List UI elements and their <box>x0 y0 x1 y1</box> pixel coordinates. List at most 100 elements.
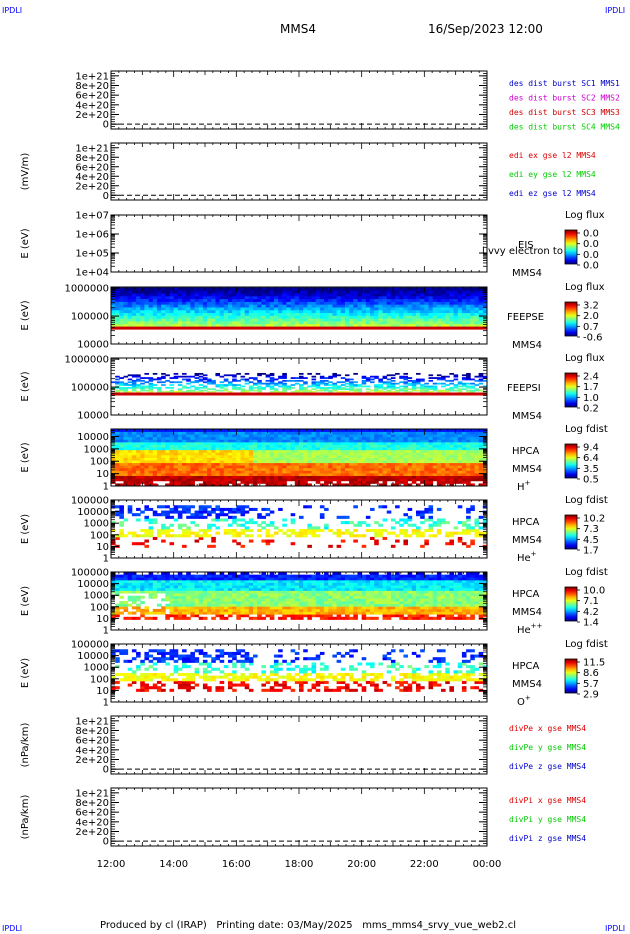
heat-cell <box>319 309 325 314</box>
species-charge: + <box>525 479 531 487</box>
heat-cell <box>470 470 475 474</box>
heat-cell <box>336 374 342 377</box>
heat-cell <box>182 375 187 378</box>
heat-cell <box>236 321 241 325</box>
heat-cell <box>198 449 204 453</box>
heat-cell <box>144 465 149 469</box>
heat-cell <box>173 381 179 384</box>
heat-cell <box>282 475 287 479</box>
heat-cell <box>227 290 233 294</box>
heat-cell <box>399 381 404 384</box>
heat-cell <box>382 462 388 466</box>
heat-cell <box>278 431 283 435</box>
heat-cell <box>273 447 279 451</box>
heat-cell <box>240 295 246 300</box>
heat-cell <box>173 436 179 440</box>
heat-cell <box>152 295 158 300</box>
heat-cell <box>148 436 154 440</box>
heat-cell <box>148 483 154 487</box>
heat-cell <box>227 449 233 453</box>
heat-cell <box>127 384 133 386</box>
heat-cell <box>299 309 304 314</box>
heat-cell <box>169 434 175 438</box>
heat-cell <box>165 315 170 319</box>
heat-cell <box>390 447 396 451</box>
heat-cell <box>161 526 166 530</box>
heat-cell <box>361 457 367 461</box>
heat-cell <box>441 447 446 451</box>
heat-cell <box>432 287 438 291</box>
heat-cell <box>223 307 229 311</box>
heat-cell <box>202 323 208 327</box>
heat-cell <box>303 386 308 389</box>
heat-cell <box>282 431 287 435</box>
heat-cell <box>198 307 204 311</box>
heat-cell <box>424 457 429 461</box>
heat-cell <box>441 382 446 385</box>
heat-cell <box>269 318 275 322</box>
heat-cell <box>278 290 283 294</box>
heat-cell <box>240 431 246 435</box>
heat-cell <box>315 447 321 451</box>
heat-cell <box>253 478 258 482</box>
heat-cell <box>374 460 379 464</box>
heat-cell <box>386 467 392 471</box>
heat-cell <box>395 318 400 322</box>
heat-cell <box>403 290 409 294</box>
heat-cell <box>315 444 321 448</box>
heat-cell <box>253 293 258 297</box>
heat-cell <box>123 460 129 464</box>
heat-cell <box>315 467 321 471</box>
heat-cell <box>261 467 266 471</box>
heat-cell <box>198 475 204 479</box>
heat-cell <box>131 307 137 311</box>
heat-cell <box>403 444 409 448</box>
heat-cell <box>215 447 221 451</box>
heat-cell <box>403 382 409 385</box>
heat-cell <box>273 434 279 438</box>
heat-cell <box>315 478 321 482</box>
heat-cell <box>211 473 216 477</box>
heat-cell <box>319 444 325 448</box>
heat-cell <box>119 478 124 482</box>
heat-cell <box>215 287 221 291</box>
heat-cell <box>424 321 429 325</box>
heat-cell <box>399 312 404 316</box>
heat-cell <box>286 312 292 316</box>
heat-cell <box>315 431 321 435</box>
heat-cell <box>169 447 175 451</box>
heat-cell <box>136 449 141 453</box>
heat-cell <box>324 290 329 294</box>
heat-cell <box>357 307 363 311</box>
heat-cell <box>415 301 421 305</box>
heat-cell <box>294 312 300 316</box>
heat-cell <box>257 465 262 469</box>
heat-cell <box>177 467 183 471</box>
heat-cell <box>457 467 463 471</box>
heat-cell <box>374 298 379 302</box>
heat-cell <box>378 323 383 327</box>
heat-cell <box>340 447 346 451</box>
heat-cell <box>328 460 333 464</box>
heat-cell <box>219 290 225 294</box>
heat-cell <box>303 318 308 322</box>
heat-cell <box>290 323 296 327</box>
heat-cell <box>265 465 271 469</box>
heat-cell <box>136 386 141 389</box>
heat-cell <box>453 374 459 377</box>
heat-cell <box>294 304 300 308</box>
heat-cell <box>244 460 250 464</box>
heat-cell <box>152 439 158 443</box>
heat-cell <box>290 465 296 469</box>
heat-cell <box>261 321 266 325</box>
heat-cell <box>344 391 350 393</box>
heat-cell <box>420 462 425 466</box>
heat-cell <box>340 454 346 458</box>
heat-cell <box>269 295 275 300</box>
heat-cell <box>227 465 233 469</box>
heat-cell <box>349 467 354 471</box>
heat-cell <box>424 388 429 391</box>
heat-cell <box>223 439 229 443</box>
heat-cell <box>144 436 149 440</box>
heat-cell <box>261 372 266 375</box>
